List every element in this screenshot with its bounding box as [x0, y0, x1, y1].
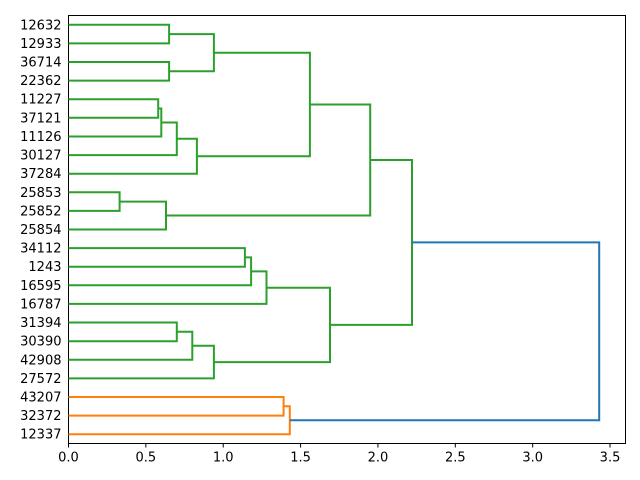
leaf-label: 37284 — [20, 167, 61, 182]
dendrogram-link — [68, 405, 291, 436]
leaf-label: 12632 — [20, 18, 61, 33]
x-tick-label: 3.5 — [600, 451, 621, 466]
leaf-label: 16787 — [20, 297, 61, 312]
x-tick-label: 2.5 — [445, 451, 466, 466]
dendrogram-link — [169, 33, 215, 73]
leaf-label: 25852 — [20, 204, 61, 219]
x-tick-label: 0.0 — [58, 451, 79, 466]
leaf-label: 31394 — [20, 316, 61, 331]
dendrogram-link — [289, 241, 601, 422]
leaf-label: 37121 — [20, 111, 61, 126]
leaf-label: 43207 — [20, 390, 61, 405]
dendrogram-link — [68, 321, 178, 343]
leaf-label: 12337 — [20, 428, 61, 443]
leaf-label: 34112 — [20, 242, 61, 257]
dendrogram-link — [68, 98, 160, 119]
leaf-label: 11227 — [20, 93, 61, 108]
x-tick-label: 0.5 — [136, 451, 157, 466]
leaf-label: 22362 — [20, 74, 61, 89]
dendrogram-link — [68, 191, 121, 212]
leaf-label: 32372 — [20, 409, 61, 424]
leaf-label: 30390 — [20, 335, 61, 350]
leaf-label: 1243 — [28, 260, 61, 275]
x-tick-label: 1.0 — [213, 451, 234, 466]
leaf-label: 42908 — [20, 353, 61, 368]
leaf-label: 11126 — [20, 130, 61, 145]
leaf-label: 16595 — [20, 279, 61, 294]
dendrogram-link — [68, 396, 285, 417]
leaf-label: 25854 — [20, 223, 61, 238]
dendrogram-link — [68, 256, 253, 287]
dendrogram-link — [68, 200, 167, 231]
leaf-label: 27572 — [20, 372, 61, 387]
x-tick-label: 3.0 — [522, 451, 543, 466]
dendrogram-link — [68, 107, 163, 138]
dendrogram-link — [68, 23, 171, 45]
leaf-label: 36714 — [20, 56, 61, 71]
dendrogram-link — [213, 286, 331, 364]
x-tick-label: 2.0 — [368, 451, 389, 466]
leaf-label: 12933 — [20, 37, 61, 52]
leaf-label: 30127 — [20, 149, 61, 164]
x-tick-label: 1.5 — [290, 451, 311, 466]
dendrogram-link — [68, 270, 268, 305]
dendrogram-link — [68, 247, 246, 268]
dendrogram-link — [68, 61, 171, 82]
dendrogram-link — [68, 330, 194, 361]
leaf-label: 25853 — [20, 186, 61, 201]
